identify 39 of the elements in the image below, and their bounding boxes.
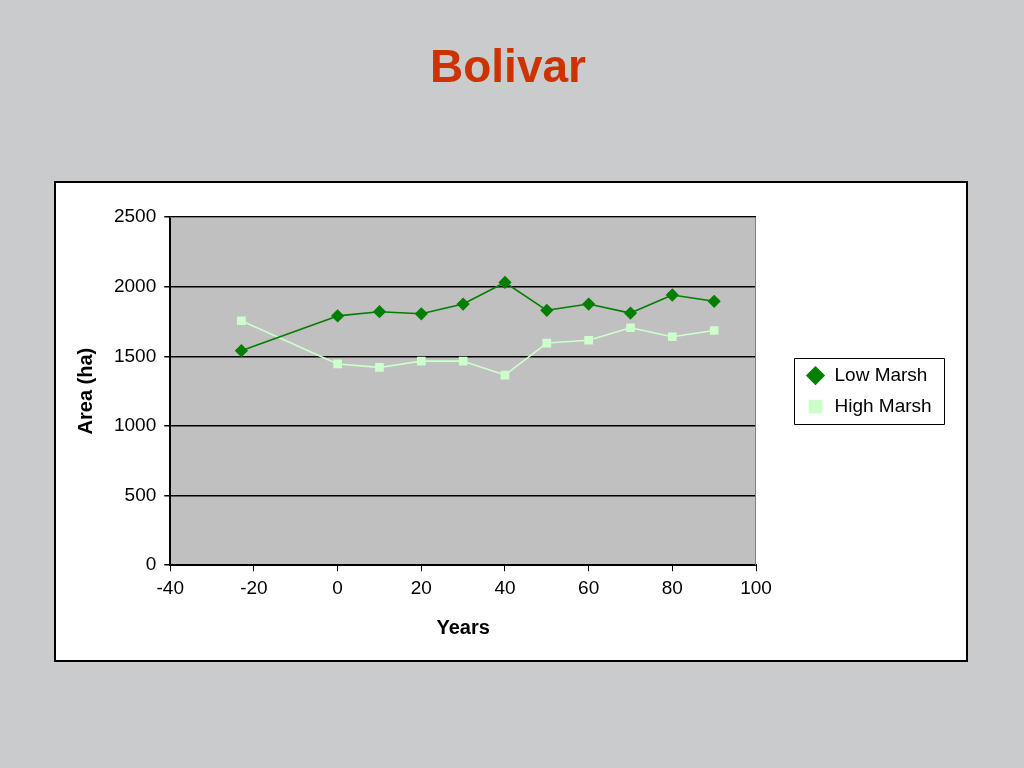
x-tick-label: 80 [661, 576, 683, 598]
x-tick-label: 40 [494, 576, 516, 598]
y-axis-title: Area (ha) [73, 347, 96, 435]
point [235, 344, 248, 358]
chart-title: Bolivar [429, 40, 587, 92]
y-tick-label: 500 [124, 483, 157, 505]
x-tick-label: 20 [410, 576, 432, 598]
y-tick-label: 1500 [113, 344, 157, 366]
point [333, 359, 342, 369]
point [667, 332, 677, 342]
point [373, 305, 386, 319]
point [542, 338, 552, 348]
x-tick-label: 0 [332, 576, 343, 598]
y-tick-label: 2000 [113, 274, 157, 296]
point [666, 288, 679, 302]
legend-label: High Marsh [834, 394, 932, 416]
x-tick-label: -40 [156, 576, 184, 598]
point [584, 335, 593, 345]
point [626, 323, 635, 333]
point [498, 276, 512, 289]
point [415, 307, 428, 321]
point [582, 297, 595, 311]
x-tick-label: 100 [740, 576, 772, 598]
x-tick-label: 60 [578, 576, 600, 598]
y-tick-label: 1000 [113, 414, 157, 436]
point [709, 326, 719, 335]
point [237, 316, 246, 326]
x-tick-label: -20 [240, 576, 268, 598]
point [540, 304, 554, 317]
x-axis-title: Years [436, 615, 490, 638]
legend-label: Low Marsh [834, 363, 928, 385]
point [416, 356, 426, 366]
point [331, 309, 344, 323]
point [375, 363, 384, 372]
point [707, 294, 721, 308]
y-tick-label: 2500 [113, 205, 157, 227]
point [624, 306, 637, 320]
y-tick-label: 0 [145, 553, 157, 575]
point [456, 297, 470, 311]
